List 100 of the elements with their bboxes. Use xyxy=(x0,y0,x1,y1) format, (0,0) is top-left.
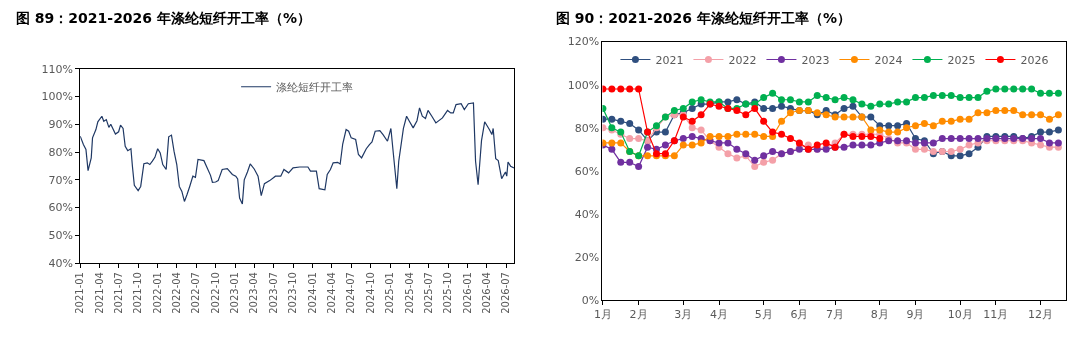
point xyxy=(635,163,643,171)
point xyxy=(876,126,884,134)
point xyxy=(920,94,928,102)
point xyxy=(920,145,928,153)
point xyxy=(929,122,937,130)
point xyxy=(813,91,821,99)
x-tick-label: 2021-01 xyxy=(74,272,86,314)
legend-label: 2025 xyxy=(947,53,976,67)
point xyxy=(786,109,794,117)
point xyxy=(617,85,625,93)
point xyxy=(938,117,946,125)
point xyxy=(947,135,955,143)
point xyxy=(965,94,973,102)
point xyxy=(626,85,634,93)
point xyxy=(911,139,919,147)
point xyxy=(1001,85,1009,93)
point xyxy=(617,117,625,125)
point xyxy=(608,85,616,93)
point xyxy=(1037,141,1045,149)
x-tick-label: 2022-07 xyxy=(190,272,202,314)
legend-label: 2022 xyxy=(728,53,757,67)
point xyxy=(947,91,955,99)
point xyxy=(715,102,723,110)
point xyxy=(858,100,866,108)
point xyxy=(1045,139,1053,147)
point xyxy=(1010,85,1018,93)
point xyxy=(760,117,768,125)
point xyxy=(670,107,678,115)
point xyxy=(1028,85,1036,93)
y-tick-label: 0% xyxy=(581,294,600,308)
point xyxy=(974,94,982,102)
x-tick-label: 2023-10 xyxy=(287,272,299,314)
point xyxy=(992,85,1000,93)
point xyxy=(688,104,696,112)
x-tick-label: 2026-01 xyxy=(461,272,473,314)
x-tick-label: 2022-04 xyxy=(171,272,183,314)
point xyxy=(617,139,625,147)
y-tick-label: 60% xyxy=(574,164,600,178)
point xyxy=(965,115,973,123)
point xyxy=(903,98,911,106)
x-tick-label: 2025-04 xyxy=(403,272,415,314)
point xyxy=(724,132,732,140)
point xyxy=(965,141,973,149)
point xyxy=(929,139,937,147)
point xyxy=(724,98,732,106)
point xyxy=(1037,135,1045,143)
point xyxy=(661,141,669,149)
point xyxy=(733,130,741,138)
point xyxy=(849,102,857,110)
point xyxy=(742,130,750,138)
point xyxy=(876,100,884,108)
point xyxy=(760,94,768,102)
point xyxy=(894,98,902,106)
point xyxy=(751,130,759,138)
point xyxy=(885,122,893,130)
point xyxy=(697,139,705,147)
x-tick-label: 8月 xyxy=(870,308,889,322)
point xyxy=(911,94,919,102)
y-tick-label: 100% xyxy=(41,90,74,104)
point xyxy=(867,102,875,110)
x-tick-label: 2022-01 xyxy=(151,272,163,314)
point xyxy=(938,135,946,143)
chart-title: 图 90：2021-2026 年涤纶短纤开工率（%） xyxy=(556,10,851,26)
point xyxy=(697,96,705,104)
x-tick-label: 2021-04 xyxy=(93,272,105,314)
point xyxy=(769,148,777,155)
y-tick-label: 60% xyxy=(48,201,74,215)
point xyxy=(733,96,741,104)
point xyxy=(644,152,652,160)
y-tick-label: 90% xyxy=(48,118,74,132)
point xyxy=(795,98,803,106)
point xyxy=(822,94,830,102)
point xyxy=(1010,107,1018,115)
point xyxy=(1045,128,1053,136)
point xyxy=(822,139,830,147)
point xyxy=(840,104,848,112)
point xyxy=(1019,85,1027,93)
point xyxy=(804,98,812,106)
point xyxy=(947,117,955,125)
point xyxy=(876,135,884,143)
point xyxy=(751,163,759,171)
x-tick-label: 1月 xyxy=(593,308,612,322)
point xyxy=(786,96,794,104)
y-tick-label: 50% xyxy=(48,229,74,243)
point xyxy=(644,143,652,151)
legend-label: 2024 xyxy=(874,53,903,67)
point xyxy=(715,139,723,147)
point xyxy=(1045,89,1053,97)
point xyxy=(688,141,696,149)
point xyxy=(1019,111,1027,119)
point xyxy=(626,135,634,143)
point xyxy=(849,113,857,121)
chart-title: 图 89：2021-2026 年涤纶短纤开工率（%） xyxy=(16,10,311,26)
point xyxy=(965,150,973,158)
point xyxy=(885,128,893,136)
point xyxy=(983,87,991,95)
point xyxy=(626,119,634,127)
x-tick-label: 2024-10 xyxy=(364,272,376,314)
point xyxy=(760,132,768,140)
point xyxy=(947,148,955,155)
